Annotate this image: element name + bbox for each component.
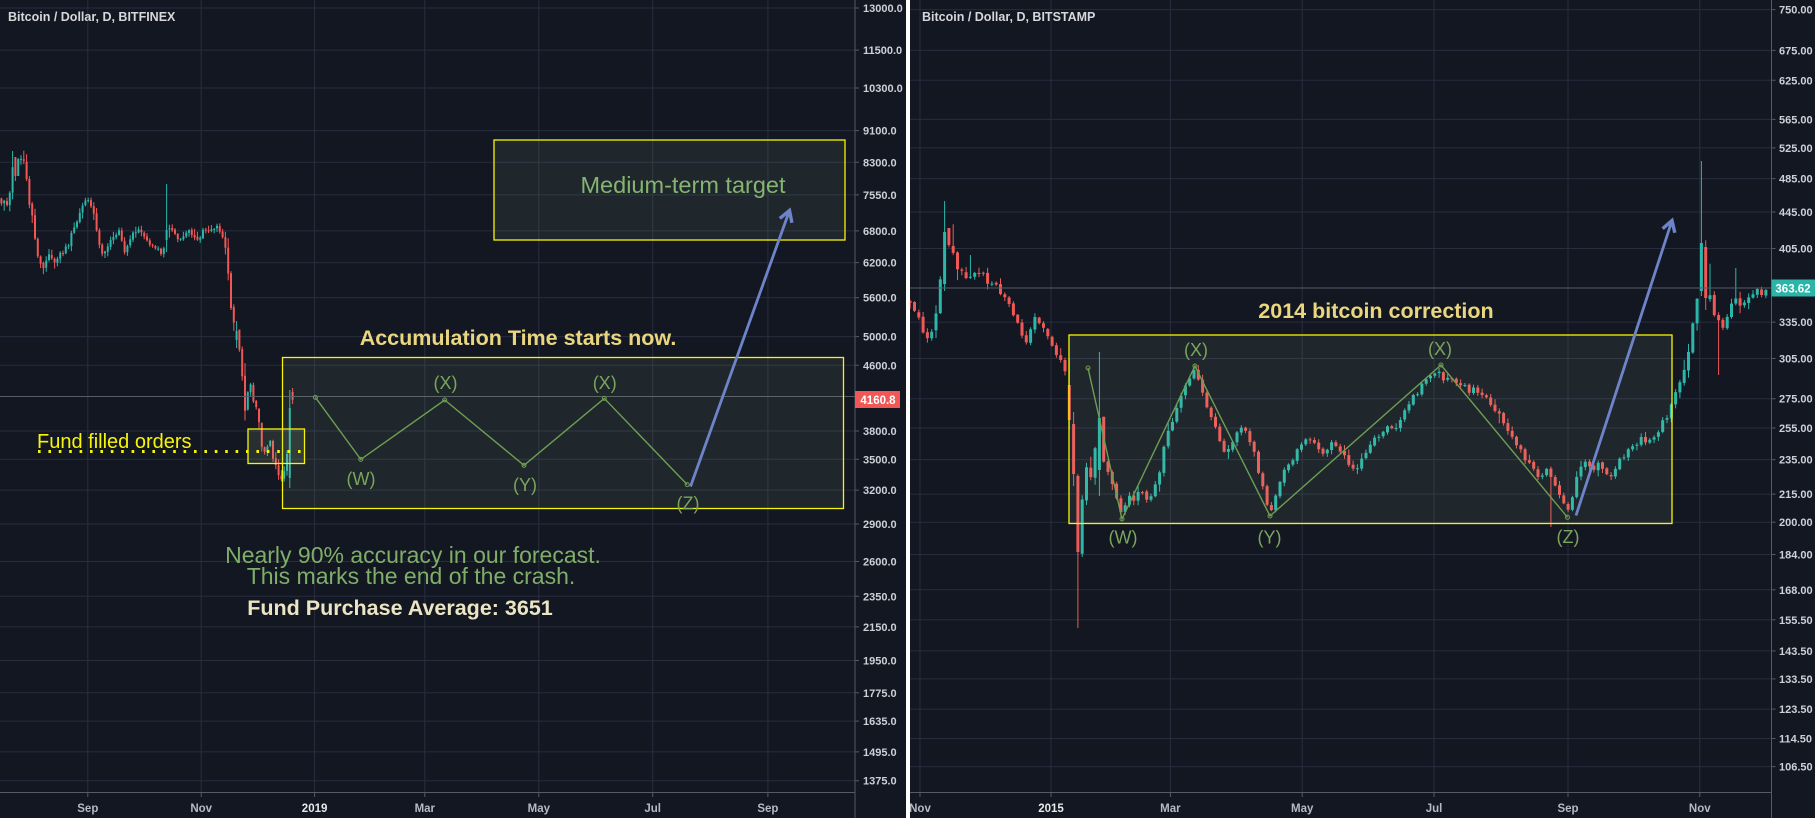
- svg-text:200.00: 200.00: [1779, 517, 1813, 529]
- svg-text:6200.0: 6200.0: [863, 258, 897, 270]
- svg-text:(X): (X): [434, 373, 458, 393]
- svg-text:Sep: Sep: [1557, 803, 1578, 815]
- svg-text:485.00: 485.00: [1779, 174, 1813, 186]
- svg-text:2900.0: 2900.0: [863, 519, 897, 531]
- svg-text:7550.0: 7550.0: [863, 190, 897, 202]
- svg-text:275.00: 275.00: [1779, 394, 1813, 406]
- svg-text:123.50: 123.50: [1779, 704, 1813, 716]
- svg-text:This marks the end of the cras: This marks the end of the crash.: [247, 563, 576, 589]
- svg-text:1950.0: 1950.0: [863, 656, 897, 668]
- svg-text:335.00: 335.00: [1779, 317, 1813, 329]
- svg-text:Nov: Nov: [1689, 803, 1711, 815]
- svg-text:Sep: Sep: [77, 803, 98, 815]
- svg-text:(Y): (Y): [513, 475, 537, 495]
- svg-text:2350.0: 2350.0: [863, 591, 897, 603]
- svg-text:4600.0: 4600.0: [863, 360, 897, 372]
- svg-text:9100.0: 9100.0: [863, 126, 897, 138]
- svg-text:Bitcoin / Dollar, D, BITSTAMP: Bitcoin / Dollar, D, BITSTAMP: [922, 10, 1095, 24]
- svg-text:625.00: 625.00: [1779, 75, 1813, 87]
- svg-text:675.00: 675.00: [1779, 45, 1813, 57]
- svg-text:(Y): (Y): [1258, 528, 1282, 548]
- svg-text:1635.0: 1635.0: [863, 716, 897, 728]
- svg-text:3500.0: 3500.0: [863, 454, 897, 466]
- svg-text:3200.0: 3200.0: [863, 485, 897, 497]
- svg-text:(X): (X): [1428, 339, 1452, 359]
- svg-text:184.00: 184.00: [1779, 550, 1813, 562]
- svg-text:2150.0: 2150.0: [863, 622, 897, 634]
- svg-text:Accumulation Time starts now.: Accumulation Time starts now.: [360, 326, 677, 350]
- svg-text:2015: 2015: [1038, 803, 1064, 815]
- svg-text:155.50: 155.50: [1779, 615, 1813, 627]
- svg-text:143.50: 143.50: [1779, 646, 1813, 658]
- svg-text:445.00: 445.00: [1779, 207, 1813, 219]
- svg-text:525.00: 525.00: [1779, 143, 1813, 155]
- svg-text:1495.0: 1495.0: [863, 747, 897, 759]
- svg-text:1375.0: 1375.0: [863, 776, 897, 788]
- svg-text:255.00: 255.00: [1779, 423, 1813, 435]
- svg-text:750.00: 750.00: [1779, 5, 1813, 17]
- svg-text:(Z): (Z): [677, 494, 700, 514]
- svg-text:4160.8: 4160.8: [860, 395, 896, 407]
- svg-text:11500.0: 11500.0: [863, 45, 902, 57]
- svg-text:114.50: 114.50: [1779, 734, 1812, 746]
- svg-text:305.00: 305.00: [1779, 354, 1813, 366]
- svg-text:133.50: 133.50: [1779, 674, 1813, 686]
- svg-text:2019: 2019: [302, 803, 328, 815]
- svg-text:168.00: 168.00: [1779, 585, 1813, 597]
- svg-text:Mar: Mar: [415, 803, 436, 815]
- svg-text:106.50: 106.50: [1779, 762, 1813, 774]
- svg-text:May: May: [528, 803, 551, 815]
- svg-text:Bitcoin / Dollar, D, BITFINEX: Bitcoin / Dollar, D, BITFINEX: [8, 10, 176, 24]
- svg-text:5600.0: 5600.0: [863, 293, 897, 305]
- svg-text:(W): (W): [1109, 528, 1138, 548]
- svg-text:5000.0: 5000.0: [863, 332, 897, 344]
- svg-text:13000.0: 13000.0: [863, 3, 903, 15]
- svg-text:(Z): (Z): [1557, 527, 1580, 547]
- svg-text:8300.0: 8300.0: [863, 157, 897, 169]
- svg-text:(W): (W): [347, 469, 376, 489]
- svg-text:Medium-term target: Medium-term target: [580, 172, 785, 198]
- svg-text:565.00: 565.00: [1779, 114, 1813, 126]
- svg-text:215.00: 215.00: [1779, 489, 1813, 501]
- svg-text:(X): (X): [593, 373, 617, 393]
- svg-text:363.62: 363.62: [1775, 284, 1810, 296]
- svg-text:Jul: Jul: [644, 803, 661, 815]
- svg-text:Fund filled orders: Fund filled orders: [37, 431, 192, 453]
- svg-text:Fund Purchase Average: 3651: Fund Purchase Average: 3651: [247, 596, 553, 620]
- svg-text:6800.0: 6800.0: [863, 226, 897, 238]
- svg-text:2014 bitcoin correction: 2014 bitcoin correction: [1258, 299, 1493, 323]
- svg-text:May: May: [1291, 803, 1314, 815]
- svg-text:10300.0: 10300.0: [863, 83, 903, 95]
- svg-text:Mar: Mar: [1160, 803, 1181, 815]
- svg-text:Nov: Nov: [190, 803, 212, 815]
- svg-text:2600.0: 2600.0: [863, 557, 897, 569]
- svg-text:(X): (X): [1184, 340, 1208, 360]
- svg-text:3800.0: 3800.0: [863, 426, 897, 438]
- svg-text:235.00: 235.00: [1779, 455, 1813, 467]
- svg-text:1775.0: 1775.0: [863, 688, 897, 700]
- svg-text:405.00: 405.00: [1779, 244, 1813, 256]
- svg-text:Nov: Nov: [909, 803, 931, 815]
- svg-text:Nearly 90% accuracy in our for: Nearly 90% accuracy in our forecast.: [225, 542, 601, 568]
- svg-text:Sep: Sep: [757, 803, 778, 815]
- svg-text:Jul: Jul: [1426, 803, 1443, 815]
